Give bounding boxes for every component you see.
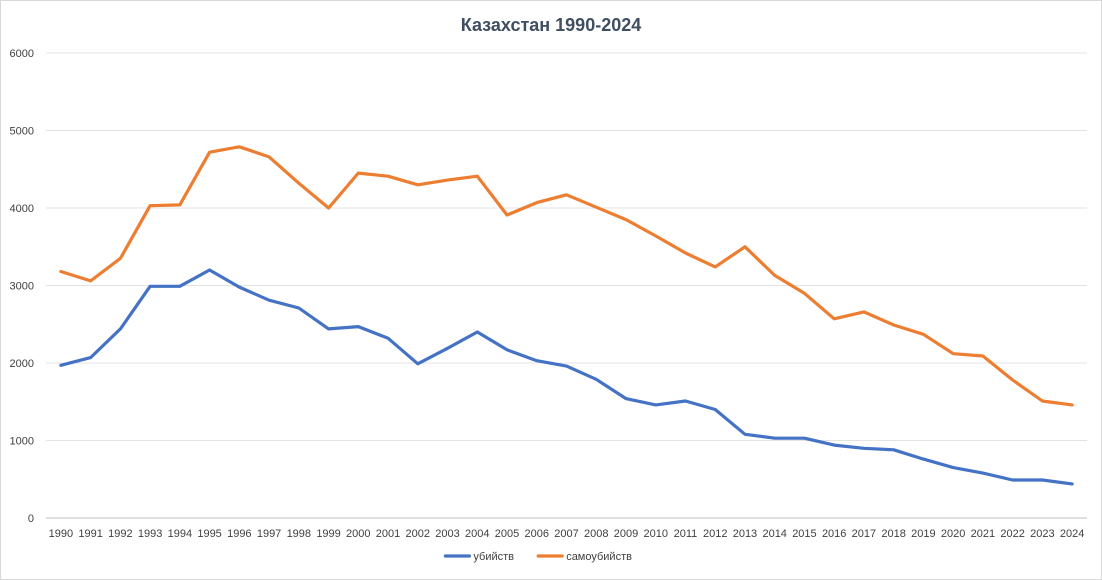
x-tick-label: 2008	[584, 528, 608, 540]
x-axis-tick-labels: 1990 1991 1992 1993 1994 1995 1996 1997 1998 1999…	[49, 528, 1085, 540]
x-tick-label: 2014	[762, 528, 786, 540]
x-tick-label: 2005	[495, 528, 519, 540]
x-tick-label: 2010	[643, 528, 667, 540]
y-tick-label: 5000	[10, 126, 34, 138]
x-tick-label: 2003	[435, 528, 459, 540]
x-tick-label: 2015	[792, 528, 816, 540]
chart-title: Казахстан 1990-2024	[461, 15, 642, 35]
x-tick-label: 2020	[941, 528, 965, 540]
x-tick-label: 2013	[733, 528, 757, 540]
legend: убийств самоубийств	[443, 551, 632, 563]
y-tick-label: 2000	[10, 358, 34, 370]
x-tick-label: 1995	[197, 528, 221, 540]
x-tick-label: 2009	[614, 528, 638, 540]
x-tick-label: 2018	[881, 528, 905, 540]
y-tick-label: 4000	[10, 203, 34, 215]
x-tick-label: 2011	[674, 528, 698, 540]
x-tick-label: 2002	[406, 528, 430, 540]
y-tick-label: 6000	[10, 48, 34, 60]
x-tick-label: 2007	[554, 528, 578, 540]
gridlines	[46, 52, 1087, 519]
legend-label: убийств	[473, 551, 514, 563]
y-tick-label: 1000	[10, 436, 34, 448]
x-tick-label: 1997	[257, 528, 281, 540]
y-tick-label: 3000	[10, 281, 34, 293]
series-line-1	[59, 268, 1074, 486]
x-tick-label: 1994	[168, 528, 192, 540]
x-tick-label: 2021	[971, 528, 995, 540]
legend-item: убийств	[443, 551, 514, 563]
x-tick-label: 1992	[108, 528, 132, 540]
y-axis-tick-labels: 0 1000 2000 3000 4000 5000 6000	[10, 48, 34, 525]
legend-item: самоубийств	[536, 551, 632, 563]
x-tick-label: 2019	[911, 528, 935, 540]
x-tick-label: 2017	[852, 528, 876, 540]
x-tick-label: 2016	[822, 528, 846, 540]
x-tick-label: 1993	[138, 528, 162, 540]
x-tick-label: 1999	[316, 528, 340, 540]
x-tick-label: 1990	[49, 528, 73, 540]
x-tick-label: 2001	[376, 528, 400, 540]
legend-label: самоубийств	[566, 551, 632, 563]
y-tick-label: 0	[28, 513, 34, 525]
x-tick-label: 2023	[1030, 528, 1054, 540]
x-tick-label: 2012	[703, 528, 727, 540]
series-line-2	[59, 145, 1074, 407]
series-lines	[59, 145, 1074, 486]
x-tick-label: 2000	[346, 528, 370, 540]
x-tick-label: 1996	[227, 528, 251, 540]
x-tick-label: 2022	[1000, 528, 1024, 540]
x-tick-label: 2004	[465, 528, 489, 540]
x-tick-label: 1998	[287, 528, 311, 540]
x-tick-label: 2006	[525, 528, 549, 540]
x-tick-label: 2024	[1060, 528, 1084, 540]
x-tick-label: 1991	[78, 528, 102, 540]
